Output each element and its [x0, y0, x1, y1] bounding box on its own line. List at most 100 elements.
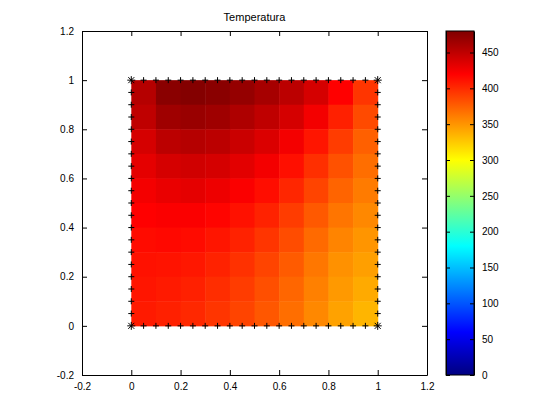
node-marker: [375, 249, 381, 255]
tick: [181, 31, 182, 36]
tick: [422, 326, 427, 327]
tick-mark: [470, 268, 474, 269]
node-marker: [165, 323, 171, 329]
node-marker: [252, 77, 258, 83]
heat-cell: [230, 203, 255, 228]
tick-label: 0: [68, 321, 74, 332]
heat-cell: [181, 203, 206, 228]
heat-cell: [304, 129, 329, 154]
node-marker: [127, 76, 135, 84]
tick: -0.2: [57, 370, 87, 381]
node-marker: [227, 323, 233, 329]
tick-label: 100: [482, 298, 499, 309]
node-marker: [128, 102, 134, 108]
node-marker: [128, 126, 134, 132]
tick: 1: [68, 75, 87, 86]
tick-label: 1: [68, 75, 74, 86]
node-marker: [153, 323, 159, 329]
tick-label: -0.2: [74, 381, 92, 392]
tick-mark: [446, 88, 450, 89]
node-marker: [128, 175, 134, 181]
tick-mark: [470, 339, 474, 340]
heat-cell: [279, 203, 304, 228]
tick-label: 350: [482, 119, 499, 130]
node-marker: [375, 126, 381, 132]
heat-cell: [181, 228, 206, 253]
heat-cell: [353, 129, 378, 154]
tick-label: 0: [129, 381, 135, 392]
heat-cell: [353, 178, 378, 203]
colorbar: [446, 31, 474, 375]
node-marker: [338, 77, 344, 83]
tick-mark: [446, 53, 450, 54]
tick: 1: [375, 370, 381, 392]
node-marker: [325, 77, 331, 83]
tick-label: 1: [375, 381, 381, 392]
heat-cell: [181, 129, 206, 154]
node-marker: [276, 323, 282, 329]
tick-mark: [446, 124, 450, 125]
node-marker: [375, 139, 381, 145]
heat-cell: [181, 277, 206, 302]
node-marker: [202, 77, 208, 83]
heat-cell: [279, 105, 304, 130]
heat-cell: [279, 277, 304, 302]
heat-cell: [156, 105, 181, 130]
tick-label: 0.6: [60, 173, 74, 184]
tick-mark: [82, 80, 87, 81]
node-marker: [190, 77, 196, 83]
heat-cell: [353, 228, 378, 253]
heat-cell: [205, 203, 230, 228]
heat-cell: [304, 252, 329, 277]
tick-mark: [422, 129, 427, 130]
heat-cell: [279, 178, 304, 203]
heat-cell: [131, 80, 156, 105]
heat-cell: [230, 301, 255, 326]
y-axis-right: [422, 32, 428, 376]
heat-cell: [279, 80, 304, 105]
tick-mark: [279, 370, 280, 375]
tick: 0.4: [223, 370, 237, 392]
tick-label: 0.6: [273, 381, 287, 392]
tick: [446, 88, 450, 89]
tick: [446, 53, 450, 54]
tick-mark: [422, 31, 427, 32]
heat-cell: [255, 80, 280, 105]
node-marker: [128, 188, 134, 194]
heat-cell: [255, 105, 280, 130]
tick-mark: [422, 80, 427, 81]
heat-cell: [230, 228, 255, 253]
heat-cell: [156, 252, 181, 277]
heat-cell: [181, 252, 206, 277]
node-marker: [128, 274, 134, 280]
tick: [422, 80, 427, 81]
node-marker: [128, 298, 134, 304]
node-marker: [375, 237, 381, 243]
node-marker: [375, 298, 381, 304]
node-marker: [301, 323, 307, 329]
heat-cell: [131, 178, 156, 203]
axis-line: [83, 375, 428, 376]
tick: [446, 124, 450, 125]
tick-mark: [470, 160, 474, 161]
heat-cell: [205, 301, 230, 326]
heat-cell: [205, 178, 230, 203]
heat-cell: [230, 105, 255, 130]
node-marker: [374, 76, 382, 84]
node-marker: [178, 77, 184, 83]
heat-cell: [230, 252, 255, 277]
tick-label: 0.2: [60, 271, 74, 282]
tick-mark: [470, 196, 474, 197]
tick: 1.2: [60, 26, 87, 37]
node-marker: [313, 77, 319, 83]
heat-cell: [353, 80, 378, 105]
marker-series: [127, 76, 381, 330]
tick-mark: [82, 277, 87, 278]
node-marker: [128, 89, 134, 95]
node-marker: [375, 151, 381, 157]
tick-label: 250: [482, 191, 499, 202]
tick-mark: [230, 31, 231, 36]
tick-mark: [446, 196, 450, 197]
tick-label: 0.2: [174, 381, 188, 392]
heat-cell: [156, 301, 181, 326]
